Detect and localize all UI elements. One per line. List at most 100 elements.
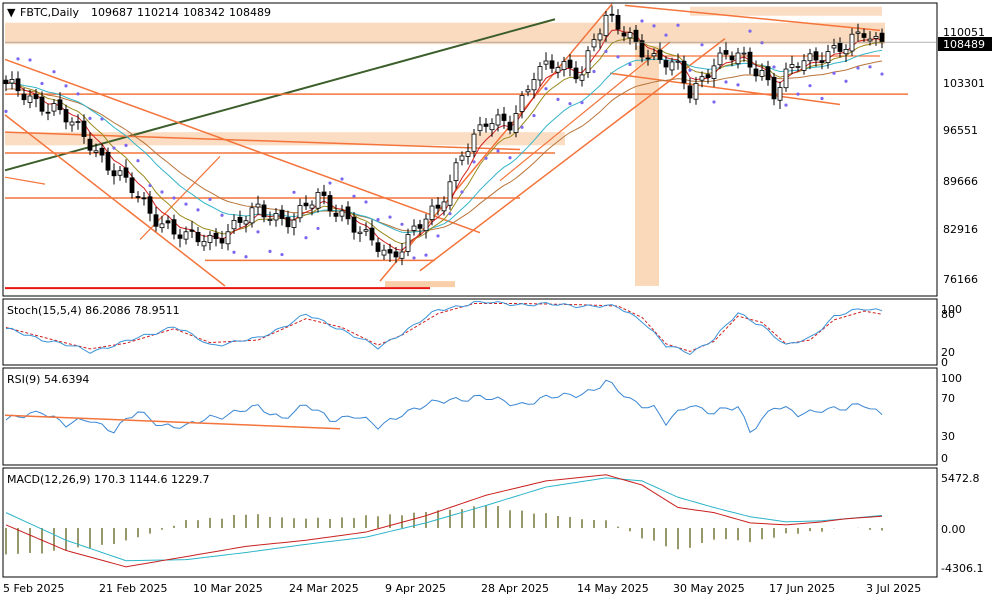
- psar-dot: [724, 80, 728, 84]
- price-tick: 76166: [943, 273, 978, 286]
- candle-body: [765, 66, 771, 81]
- rising-channel-mid: [499, 41, 671, 182]
- candle-body: [219, 238, 225, 244]
- time-axis: 5 Feb 2025 21 Feb 2025 10 Mar 2025 24 Ma…: [3, 582, 921, 595]
- macd-axis: 5472.8 0.00 -4306.1: [941, 472, 983, 575]
- candle-body: [135, 196, 141, 198]
- price-panel-frame: [2, 2, 938, 297]
- candle-body: [741, 52, 747, 55]
- candle-body: [381, 249, 387, 256]
- psar-dot: [484, 156, 488, 160]
- candle-body: [537, 66, 543, 81]
- candle-body: [153, 214, 159, 227]
- psar-dot: [616, 55, 620, 59]
- candle-body: [861, 33, 867, 38]
- candle-body: [663, 60, 669, 68]
- candle-body: [783, 68, 789, 89]
- macd-signal-line: [5, 477, 883, 562]
- psar-dot: [172, 196, 176, 200]
- candle-body: [273, 213, 279, 221]
- candle-body: [627, 32, 633, 39]
- candle-body: [597, 33, 603, 41]
- candle-body: [99, 147, 105, 156]
- rsi-tick: 0: [941, 452, 948, 465]
- candle-body: [279, 209, 285, 219]
- psar-dot: [832, 71, 836, 75]
- low-zone: [385, 281, 455, 288]
- candle-body: [441, 201, 447, 212]
- stoch-panel-frame: [2, 298, 938, 366]
- candle-body: [651, 53, 657, 57]
- psar-dot: [604, 49, 608, 53]
- current-price-label: 108489: [943, 38, 985, 51]
- candle-body: [609, 13, 615, 16]
- psar-dot: [184, 202, 188, 206]
- psar-dot: [328, 181, 332, 185]
- psar-dot: [64, 84, 68, 88]
- psar-dot: [436, 234, 440, 238]
- psar-dot: [520, 125, 524, 129]
- psar-dot: [316, 226, 320, 231]
- falling-support: [609, 72, 841, 106]
- psar-dot: [700, 43, 704, 47]
- candle-body: [681, 60, 687, 84]
- chart-symbol: FBTC,Daily: [20, 6, 79, 19]
- supply-zone: [5, 22, 885, 45]
- candle-body: [357, 231, 363, 234]
- psar-dot: [280, 252, 284, 257]
- psar-dot: [664, 33, 668, 37]
- candle-body: [585, 50, 591, 73]
- candle-body: [555, 67, 561, 73]
- stoch-label: Stoch(15,5,4) 86.2086 78.9511: [7, 304, 180, 317]
- psar-dot: [400, 222, 404, 226]
- candle-body: [303, 202, 309, 207]
- date-label: 9 Apr 2025: [385, 582, 446, 595]
- candle-body: [375, 242, 381, 252]
- candle-body: [21, 93, 27, 101]
- candle-body: [747, 51, 753, 68]
- rsi-tick: 30: [941, 430, 955, 443]
- candle-body: [507, 121, 513, 131]
- stoch-axis: 100 80 20 0: [941, 303, 962, 369]
- psar-dot: [100, 117, 104, 121]
- psar-dot: [376, 217, 380, 222]
- psar-dot: [124, 143, 128, 148]
- candle-body: [3, 79, 9, 85]
- candle-body: [429, 205, 435, 220]
- psar-dot: [268, 249, 272, 253]
- ohlc-close: 108489: [229, 6, 271, 19]
- psar-dot: [412, 256, 416, 260]
- candle-body: [459, 155, 465, 161]
- rsi-line: [5, 379, 883, 434]
- psar-dot: [652, 24, 656, 28]
- short-segment: [4, 176, 46, 185]
- date-label: 30 May 2025: [673, 582, 745, 595]
- psar-dot: [292, 190, 296, 194]
- psar-dot: [196, 208, 200, 212]
- psar-dot: [256, 230, 260, 234]
- psar-dot: [460, 190, 464, 194]
- psar-dot: [76, 92, 80, 96]
- candle-body: [387, 249, 393, 254]
- psar-dot: [16, 57, 20, 61]
- moving-average-cyan: [5, 49, 883, 233]
- candle-body: [573, 67, 579, 80]
- candle-body: [561, 61, 567, 70]
- candle-body: [837, 42, 843, 52]
- candle-body: [411, 225, 417, 231]
- candle-body: [267, 219, 273, 221]
- candle-body: [285, 217, 291, 228]
- candle-body: [171, 219, 177, 235]
- candle-body: [27, 95, 33, 103]
- psar-dot: [4, 109, 8, 113]
- candle-body: [759, 70, 765, 77]
- candle-body: [123, 167, 129, 178]
- candle-body: [393, 251, 399, 258]
- candle-body: [63, 109, 69, 123]
- candle-body: [93, 150, 99, 153]
- candle-body: [879, 32, 885, 43]
- macd-tick: -4306.1: [941, 562, 983, 575]
- psar-dot: [136, 159, 140, 163]
- candle-body: [867, 38, 873, 42]
